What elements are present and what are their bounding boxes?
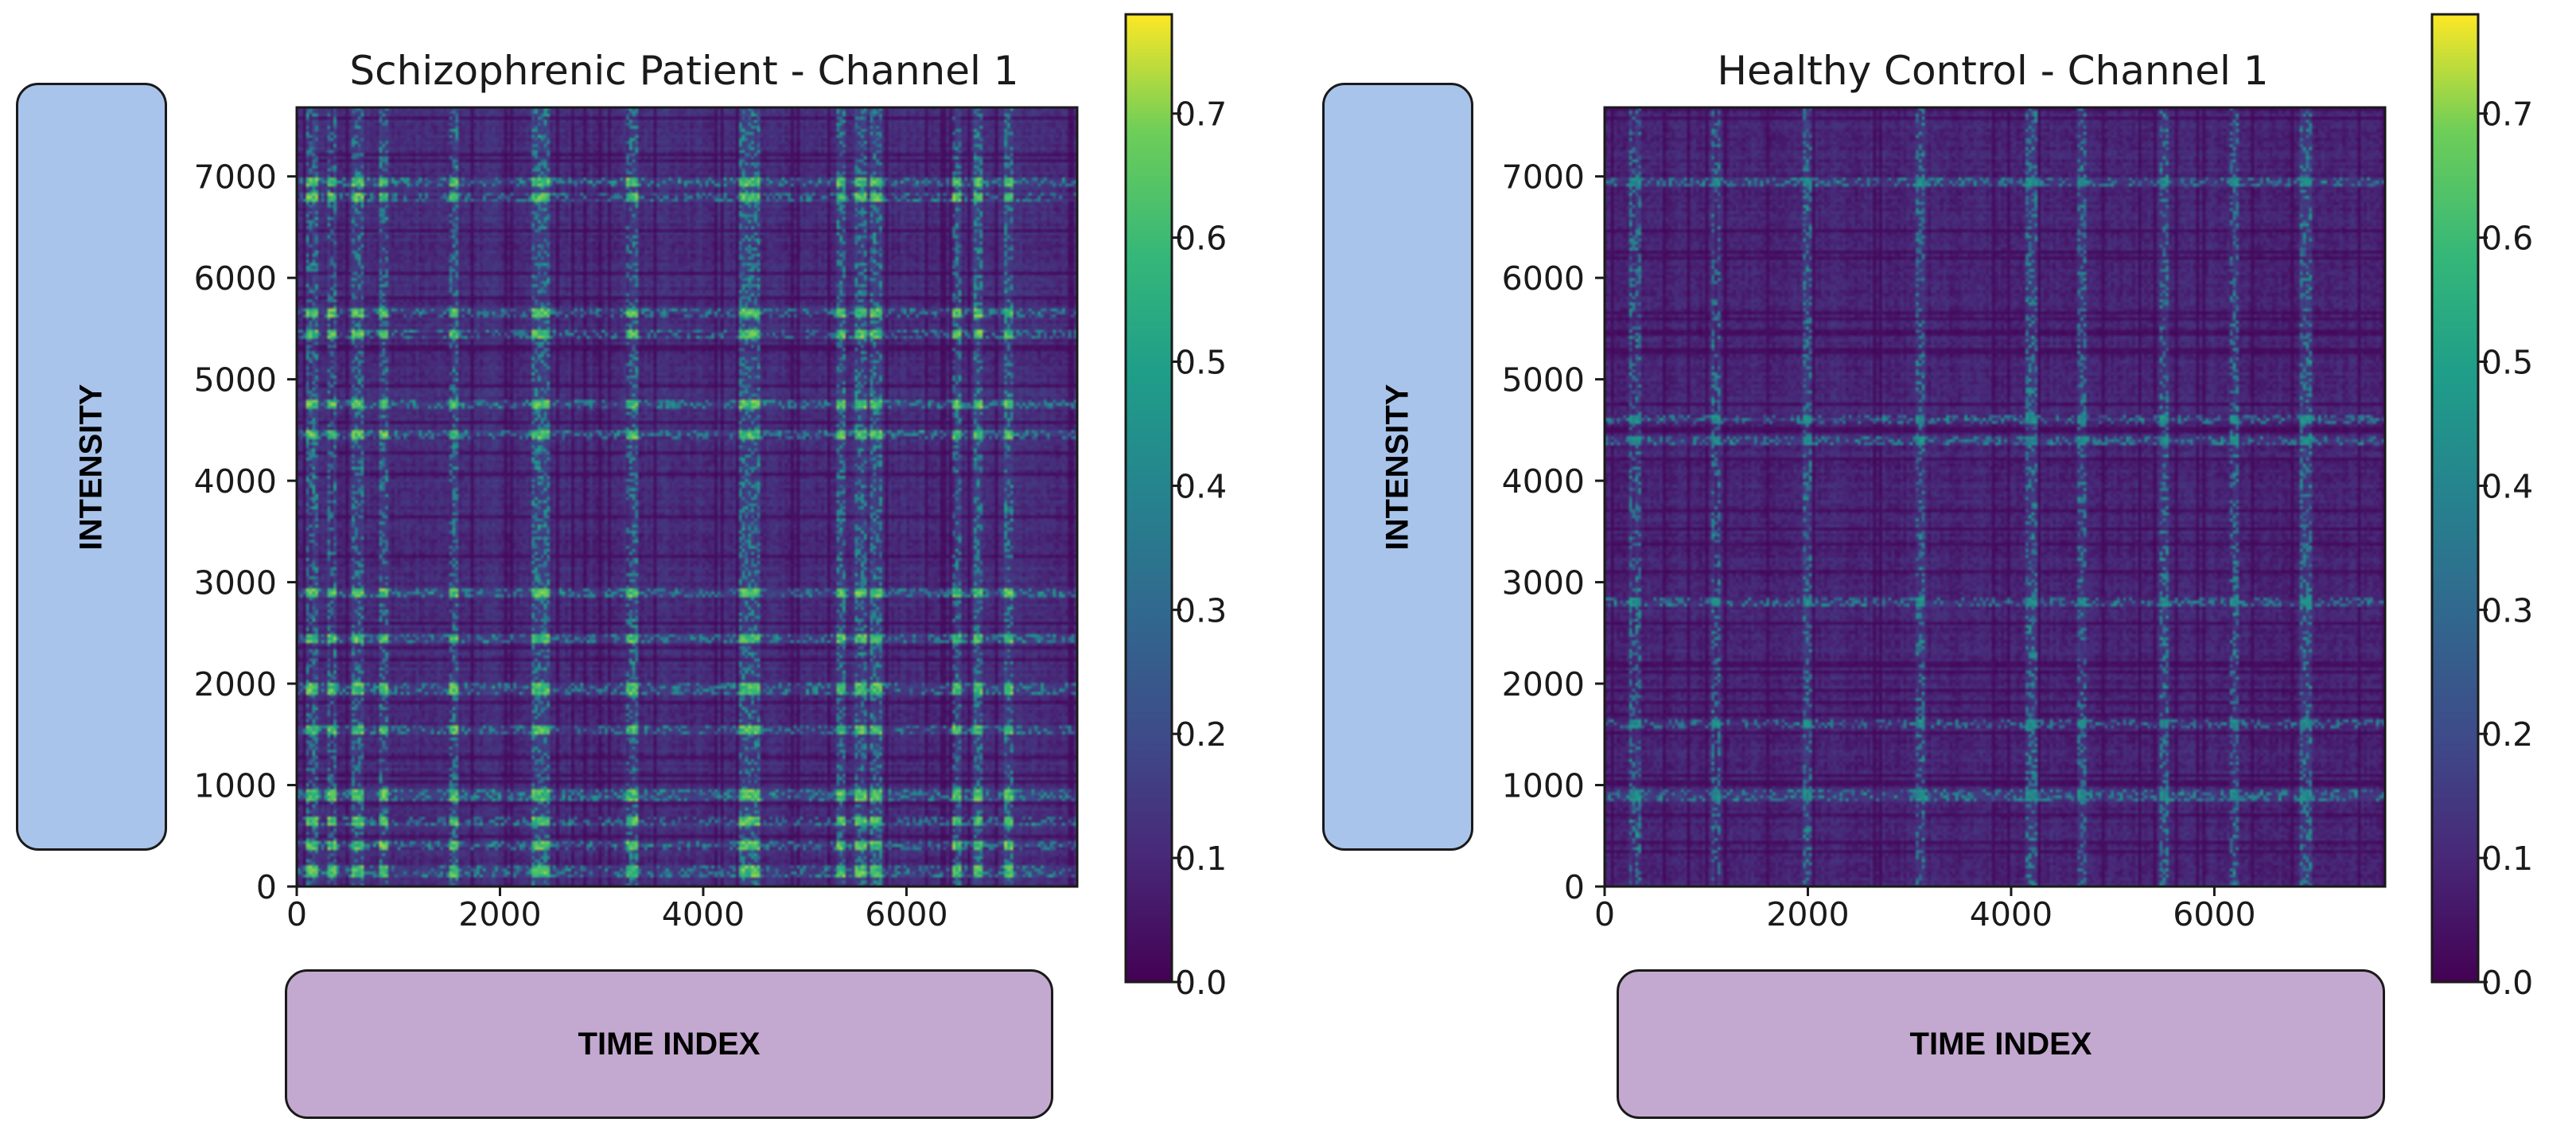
heatmap-image — [1605, 107, 2385, 887]
y-tick-label: 3000 — [1502, 564, 1585, 602]
y-tick-label: 2000 — [194, 665, 277, 703]
colorbar-tick-label: 0.7 — [2481, 95, 2533, 134]
y-tick-label: 2000 — [1502, 665, 1585, 703]
chart-title: Healthy Control - Channel 1 — [1717, 48, 2268, 94]
x-tick-label: 2000 — [1766, 895, 1849, 933]
y-tick-label: 6000 — [194, 259, 277, 298]
right-xlabel: TIME INDEX — [1909, 1026, 2092, 1062]
plot-frame — [1603, 106, 2387, 888]
y-tick-label: 3000 — [194, 564, 277, 602]
left-xlabel-box: TIME INDEX — [285, 969, 1053, 1119]
x-tick-label: 2000 — [458, 895, 541, 933]
colorbar-tick-label: 0.5 — [2481, 344, 2533, 382]
y-tick-label: 1000 — [1502, 767, 1585, 805]
plot-frame — [295, 106, 1079, 888]
right-xlabel-box: TIME INDEX — [1617, 969, 2385, 1119]
y-tick-label: 7000 — [1502, 158, 1585, 197]
y-tick-label: 5000 — [1502, 361, 1585, 399]
x-tick-label: 6000 — [865, 895, 948, 933]
colorbar-tick-label: 0.7 — [1175, 95, 1227, 134]
y-tick-label: 6000 — [1502, 259, 1585, 298]
heatmap-panel-2: Healthy Control - Channel 1 0 1000 2000 3000… — [1502, 13, 2533, 1002]
colorbar-tick-label: 0.6 — [1175, 220, 1227, 258]
colorbar-tick-label: 0.6 — [2481, 220, 2533, 258]
x-tick-label: 6000 — [2173, 895, 2255, 933]
colorbar-tick-label: 0.4 — [2481, 467, 2533, 505]
y-tick-label: 1000 — [194, 767, 277, 805]
colorbar-tick-label: 0.2 — [1175, 715, 1227, 754]
left-ylabel-box: INTENSITY — [16, 83, 167, 851]
colorbar-tick-label: 0.1 — [2481, 840, 2533, 878]
y-tick-label: 0 — [1564, 868, 1585, 906]
heatmap-image — [297, 107, 1077, 887]
colorbar-tick-label: 0.2 — [2481, 715, 2533, 754]
heatmap-panel-1: Schizophrenic Patient - Channel 1 0 1000 20… — [194, 13, 1227, 1002]
colorbar-tick-label: 0.4 — [1175, 467, 1227, 505]
colorbar-tick-label: 0.1 — [1175, 840, 1227, 878]
x-tick-label: 0 — [286, 895, 307, 933]
colorbar — [2430, 13, 2480, 984]
colorbar-tick-label: 0.0 — [2481, 964, 2533, 1002]
colorbar-tick-label: 0.0 — [1175, 964, 1227, 1002]
y-tick-label: 7000 — [194, 158, 277, 197]
x-tick-label: 4000 — [662, 895, 745, 933]
y-tick-label: 5000 — [194, 361, 277, 399]
y-tick-label: 4000 — [194, 462, 277, 501]
colorbar — [1124, 13, 1173, 984]
x-tick-label: 4000 — [1970, 895, 2053, 933]
right-ylabel-box: INTENSITY — [1322, 83, 1473, 851]
colorbar-tick-label: 0.3 — [2481, 591, 2533, 629]
left-xlabel: TIME INDEX — [578, 1026, 761, 1062]
y-tick-label: 0 — [256, 868, 277, 906]
x-tick-label: 0 — [1594, 895, 1615, 933]
chart-title: Schizophrenic Patient - Channel 1 — [349, 48, 1018, 94]
y-tick-label: 4000 — [1502, 462, 1585, 501]
colorbar-tick-label: 0.3 — [1175, 591, 1227, 629]
colorbar-tick-label: 0.5 — [1175, 344, 1227, 382]
